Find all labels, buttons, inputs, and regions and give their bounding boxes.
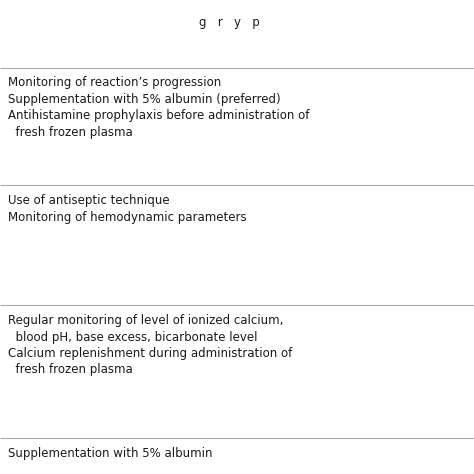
- Text: Regular monitoring of level of ionized calcium,: Regular monitoring of level of ionized c…: [8, 314, 283, 327]
- Text: Monitoring of hemodynamic parameters: Monitoring of hemodynamic parameters: [8, 210, 246, 224]
- Text: Use of antiseptic technique: Use of antiseptic technique: [8, 194, 170, 207]
- Text: fresh frozen plasma: fresh frozen plasma: [8, 126, 133, 138]
- Text: Supplementation with 5% albumin: Supplementation with 5% albumin: [8, 447, 212, 460]
- Text: Antihistamine prophylaxis before administration of: Antihistamine prophylaxis before adminis…: [8, 109, 310, 122]
- Text: Supplementation with 5% albumin (preferred): Supplementation with 5% albumin (preferr…: [8, 92, 281, 106]
- Text: g   r   y   p: g r y p: [199, 16, 260, 29]
- Text: Monitoring of reaction’s progression: Monitoring of reaction’s progression: [8, 76, 221, 89]
- Text: blood pH, base excess, bicarbonate level: blood pH, base excess, bicarbonate level: [8, 330, 257, 344]
- Text: fresh frozen plasma: fresh frozen plasma: [8, 364, 133, 376]
- Text: Calcium replenishment during administration of: Calcium replenishment during administrat…: [8, 347, 292, 360]
